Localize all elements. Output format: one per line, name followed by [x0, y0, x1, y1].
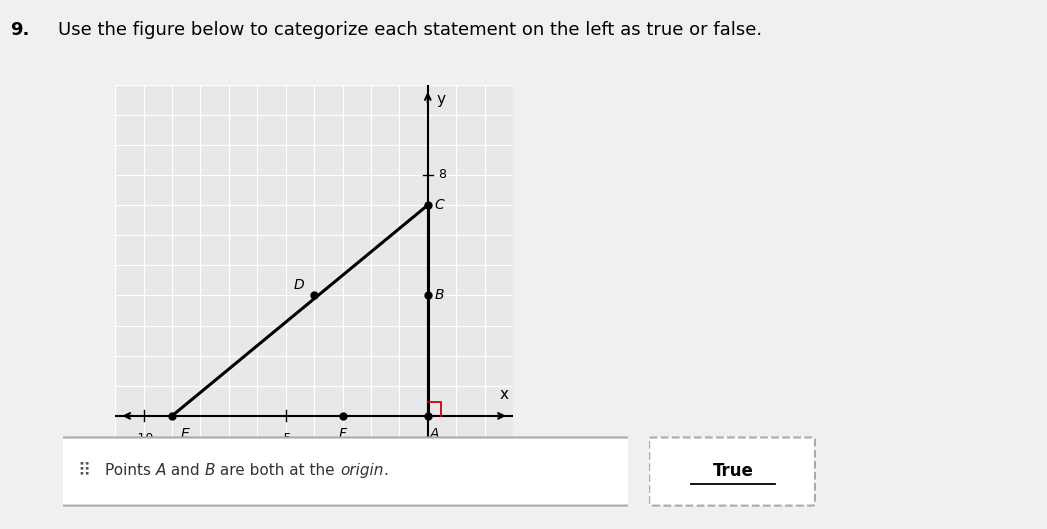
Text: B: B: [205, 463, 216, 478]
FancyBboxPatch shape: [54, 437, 633, 506]
Text: x: x: [499, 387, 509, 403]
FancyBboxPatch shape: [649, 437, 815, 506]
Text: and: and: [166, 463, 205, 478]
Text: ⠿: ⠿: [77, 462, 90, 480]
Text: Points: Points: [105, 463, 156, 478]
Text: origin: origin: [340, 463, 383, 478]
Text: C: C: [435, 198, 444, 212]
Text: -10: -10: [133, 432, 154, 445]
Text: -5: -5: [280, 432, 292, 445]
Text: y: y: [437, 92, 445, 107]
Text: 9.: 9.: [10, 21, 30, 39]
Text: F: F: [338, 427, 347, 441]
Text: True: True: [712, 462, 754, 480]
Text: 8: 8: [438, 168, 446, 181]
Text: E: E: [180, 427, 190, 441]
Text: Use the figure below to categorize each statement on the left as true or false.: Use the figure below to categorize each …: [58, 21, 762, 39]
Text: are both at the: are both at the: [216, 463, 340, 478]
Text: D: D: [293, 278, 304, 292]
Text: A: A: [430, 427, 440, 441]
Text: B: B: [435, 288, 444, 303]
Text: A: A: [156, 463, 166, 478]
Text: .: .: [383, 463, 388, 478]
